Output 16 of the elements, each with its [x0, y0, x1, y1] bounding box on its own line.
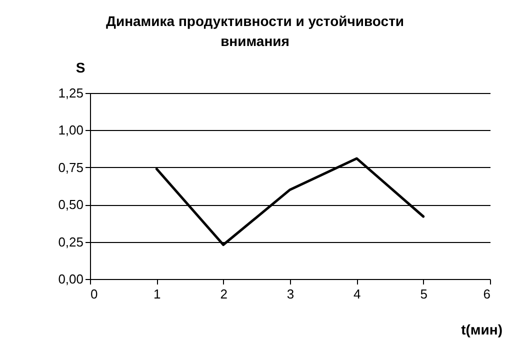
y-tick-label: 0,25 — [58, 234, 84, 250]
chart-title: Динамика продуктивности и устойчивости внимания — [106, 13, 404, 49]
x-tick-label: 6 — [483, 286, 490, 302]
x-axis-title: t(мин) — [461, 322, 502, 338]
y-axis-title: S — [76, 60, 86, 76]
y-tick-label: 0,50 — [58, 197, 84, 212]
y-tick-label: 1,00 — [58, 122, 84, 138]
x-tick-label: 5 — [420, 286, 428, 302]
x-tick-label: 2 — [220, 286, 228, 302]
x-tick-label: 3 — [286, 286, 294, 302]
x-tick-label: 0 — [90, 286, 98, 302]
x-tick-label: 4 — [354, 286, 361, 302]
y-tick-label: 0,75 — [58, 160, 84, 175]
x-tick-label: 1 — [154, 286, 161, 302]
y-tick-label: 1,25 — [58, 86, 84, 100]
y-tick-label: 0,00 — [58, 272, 84, 286]
